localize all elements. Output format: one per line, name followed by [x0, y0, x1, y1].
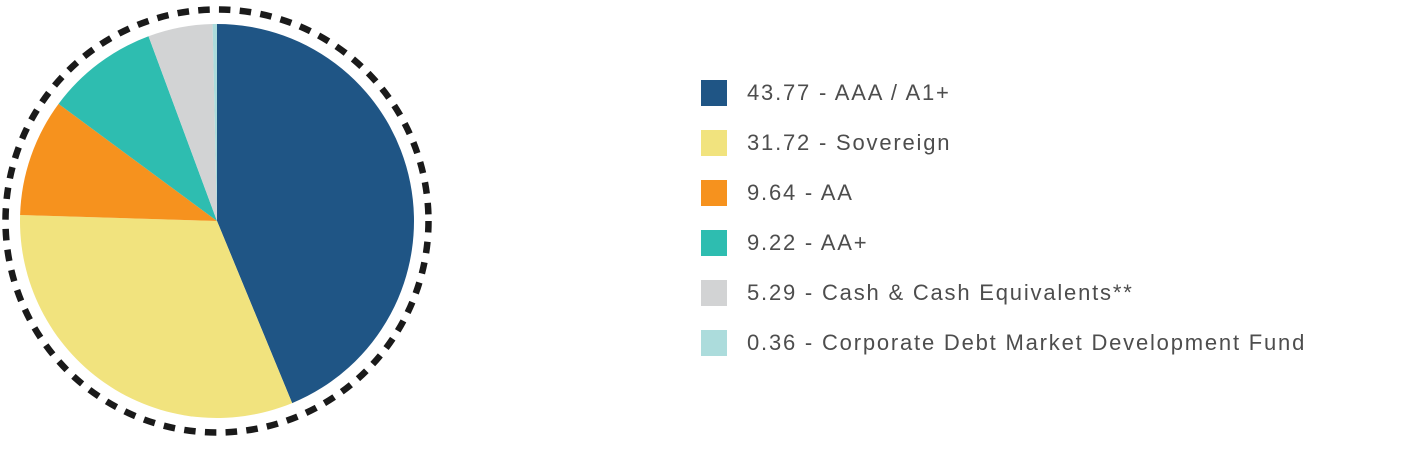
legend-label: 9.22 - AA+: [747, 230, 869, 255]
legend-item-aa: 9.22 - AA+: [701, 218, 1306, 268]
legend-swatch: [701, 280, 727, 306]
pie-slice-corporate-debt-market-development-fund: [212, 23, 217, 221]
legend-label: 43.77 - AAA / A1+: [747, 80, 951, 105]
legend-item-cash-cash-equivalents: 5.29 - Cash & Cash Equivalents**: [701, 268, 1306, 318]
legend-item-corporate-debt-market-development-fund: 0.36 - Corporate Debt Market Development…: [701, 318, 1306, 368]
pie-slice-aaa-a1: [217, 24, 415, 404]
legend-label: 0.36 - Corporate Debt Market Development…: [747, 330, 1307, 355]
legend-swatch: [701, 180, 727, 206]
pie-slice-cash-cash-equivalents: [148, 24, 217, 221]
legend-item-sovereign: 31.72 - Sovereign: [701, 118, 1306, 168]
pie-dashed-border: [2, 6, 432, 436]
legend-swatch: [701, 80, 727, 106]
legend-label: 31.72 - Sovereign: [747, 130, 952, 155]
legend: 43.77 - AAA / A1+ 31.72 - Sovereign 9.64…: [701, 68, 1306, 368]
pie-slice-aa: [20, 103, 218, 221]
legend-swatch: [701, 230, 727, 256]
pie-slice-sovereign: [19, 214, 293, 419]
legend-swatch: [701, 130, 727, 156]
legend-label: 5.29 - Cash & Cash Equivalents**: [747, 280, 1134, 305]
pie-chart: [2, 6, 432, 436]
legend-label: 9.64 - AA: [747, 180, 854, 205]
legend-swatch: [701, 330, 727, 356]
pie-slices: [19, 23, 415, 419]
legend-item-aaa-a1: 43.77 - AAA / A1+: [701, 68, 1306, 118]
pie-slice-aa: [58, 36, 217, 221]
pie-chart-container: [0, 0, 450, 450]
legend-item-aa: 9.64 - AA: [701, 168, 1306, 218]
